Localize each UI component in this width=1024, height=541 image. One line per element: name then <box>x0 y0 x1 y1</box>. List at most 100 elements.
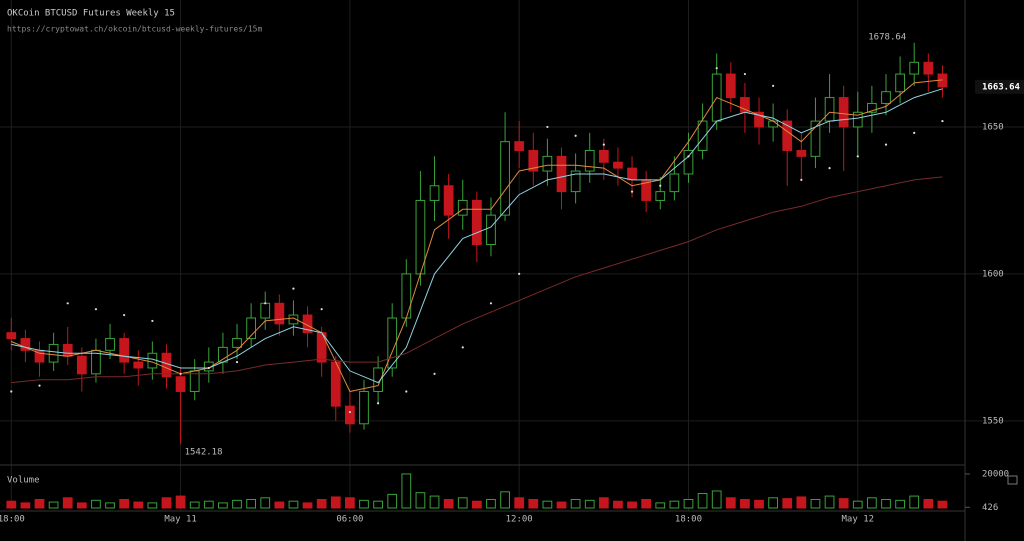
candle-body <box>359 390 369 425</box>
candle-body <box>881 91 891 104</box>
candle-body <box>486 214 496 246</box>
candle-body <box>867 102 877 113</box>
candle-body <box>697 120 708 151</box>
sar-dot <box>828 167 831 170</box>
volume-bar <box>415 492 426 509</box>
candle-body <box>895 73 905 93</box>
volume-bar <box>500 491 510 509</box>
volume-bar <box>867 497 877 509</box>
candle-body <box>584 149 595 172</box>
sar-dot <box>687 155 690 158</box>
volume-bar <box>288 500 299 509</box>
volume-bar <box>260 497 271 509</box>
candle-body <box>471 199 482 246</box>
volume-tick-label: 426 <box>982 503 998 513</box>
sar-dot <box>941 119 944 123</box>
volume-bar <box>486 498 496 509</box>
sar-dot <box>518 272 521 276</box>
sar-dot <box>630 190 634 193</box>
volume-tick-label: 20000 <box>982 469 1009 479</box>
sar-dot <box>94 308 98 311</box>
candle-body <box>62 343 73 357</box>
sar-dot <box>405 390 408 393</box>
candle-body <box>810 120 821 157</box>
volume-bar <box>246 498 256 509</box>
sar-dot <box>38 384 41 387</box>
candle-body <box>796 149 807 157</box>
sar-dot <box>800 178 803 181</box>
x-tick-label: 12:00 <box>506 515 533 525</box>
volume-bar <box>373 500 383 509</box>
volume-bar <box>359 499 369 509</box>
plot <box>6 42 948 509</box>
y-tick-label: 1550 <box>982 416 1004 426</box>
candle-body <box>556 155 567 193</box>
volume-bar <box>34 498 45 509</box>
candle-body <box>627 167 637 181</box>
volume-bar <box>457 497 468 509</box>
volume-bar <box>91 499 101 509</box>
candle-body <box>133 361 144 369</box>
volume-bar <box>218 502 228 509</box>
close-volume-button[interactable] <box>1007 475 1018 485</box>
candle-body <box>147 352 158 369</box>
indicator-line <box>11 176 943 384</box>
candle-body <box>500 141 510 216</box>
y-tick-label: 1650 <box>982 122 1004 132</box>
volume-bar <box>232 499 242 509</box>
candle-body <box>528 149 539 172</box>
sar-dot <box>151 319 154 323</box>
candle-body <box>429 185 440 201</box>
candle-body <box>923 61 934 75</box>
last-price-box <box>975 79 1024 94</box>
candle-body <box>754 111 764 128</box>
candle-body <box>725 73 736 99</box>
volume-bar <box>838 498 849 509</box>
volume-bar <box>203 500 214 509</box>
volume-bar <box>316 498 327 509</box>
candle-body <box>288 314 299 325</box>
volume-bar <box>387 493 398 509</box>
volume-bar <box>627 501 637 509</box>
candle-body <box>232 338 242 348</box>
candle-body <box>655 191 666 201</box>
volume-bar <box>697 493 708 509</box>
candle-body <box>824 97 835 122</box>
sar-dot <box>320 308 323 311</box>
sar-dot <box>376 402 380 405</box>
volume-bar <box>641 498 652 509</box>
volume-bar <box>584 499 595 509</box>
candle-body <box>119 338 130 363</box>
high-annotation: 1678.64 <box>868 32 906 42</box>
volume-bar <box>598 497 609 509</box>
candle-body <box>401 273 412 319</box>
x-tick-label: May 11 <box>164 515 197 525</box>
volume-bar <box>189 501 200 509</box>
x-tick-label: 18:00 <box>0 515 25 525</box>
candle-body <box>105 338 115 351</box>
x-tick-label: 06:00 <box>336 515 363 525</box>
volume-bar <box>274 501 285 509</box>
volume-bar <box>302 502 313 509</box>
volume-bar <box>542 500 553 509</box>
volume-bar <box>570 498 581 509</box>
volume-bar <box>768 497 779 509</box>
sar-dot <box>66 302 69 305</box>
sar-dot <box>207 366 210 370</box>
volume-bar <box>119 498 130 509</box>
candle-body <box>20 338 31 351</box>
volume-bar <box>711 490 722 509</box>
volume-bar <box>147 502 158 509</box>
chart-subtitle: https://cryptowat.ch/okcoin/btcusd-weekl… <box>7 25 262 34</box>
volume-bar <box>401 473 412 509</box>
candle-body <box>260 302 271 319</box>
sar-dot <box>743 72 747 76</box>
y-tick-label: 1600 <box>982 269 1004 279</box>
candle-body <box>302 314 313 334</box>
volume-bar <box>76 502 87 509</box>
candle-body <box>570 170 581 193</box>
volume-bar <box>923 498 934 509</box>
volume-bar <box>345 497 355 509</box>
sar-dot <box>884 143 888 146</box>
